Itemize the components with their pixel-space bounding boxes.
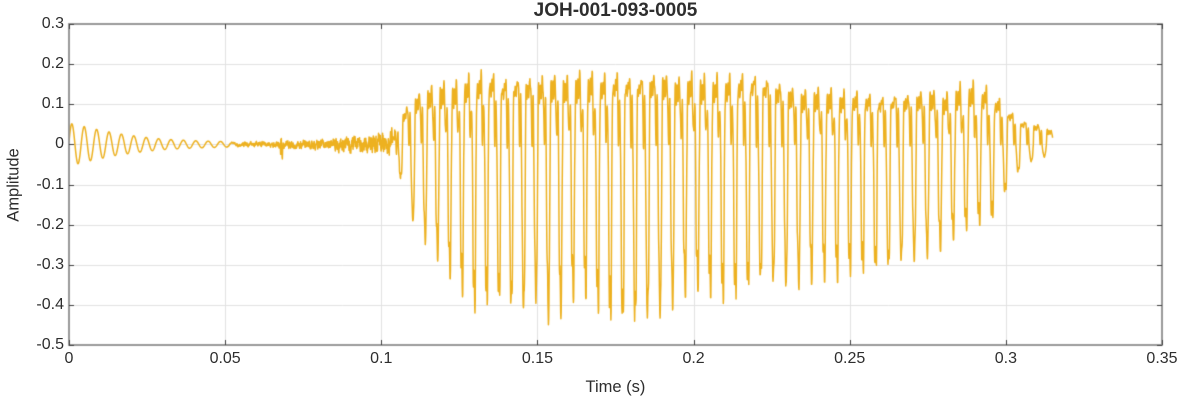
y-tick-label: -0.2: [36, 215, 64, 233]
y-tick-label: -0.3: [36, 255, 64, 273]
y-tick-label: -0.4: [36, 295, 64, 313]
x-tick-label: 0.05: [209, 350, 241, 367]
y-tick-label: 0.2: [41, 55, 64, 73]
y-tick-label: -0.5: [36, 336, 64, 353]
x-tick-label: 0.1: [370, 350, 393, 367]
y-tick-label: 0.3: [41, 15, 64, 32]
x-tick-label: 0.2: [682, 350, 705, 367]
x-tick-label: 0.15: [521, 350, 553, 367]
y-tick-label: 0.1: [41, 95, 64, 113]
y-tick-label: -0.1: [36, 175, 64, 193]
x-axis-label: Time (s): [585, 378, 646, 396]
y-tick-label: 0: [55, 135, 64, 153]
x-tick-label: 0.3: [994, 350, 1017, 367]
chart-title: JOH-001-093-0005: [533, 0, 698, 21]
x-tick-label: 0: [64, 350, 74, 367]
x-tick-label: 0.25: [834, 350, 866, 367]
x-tick-label: 0.35: [1146, 350, 1178, 367]
